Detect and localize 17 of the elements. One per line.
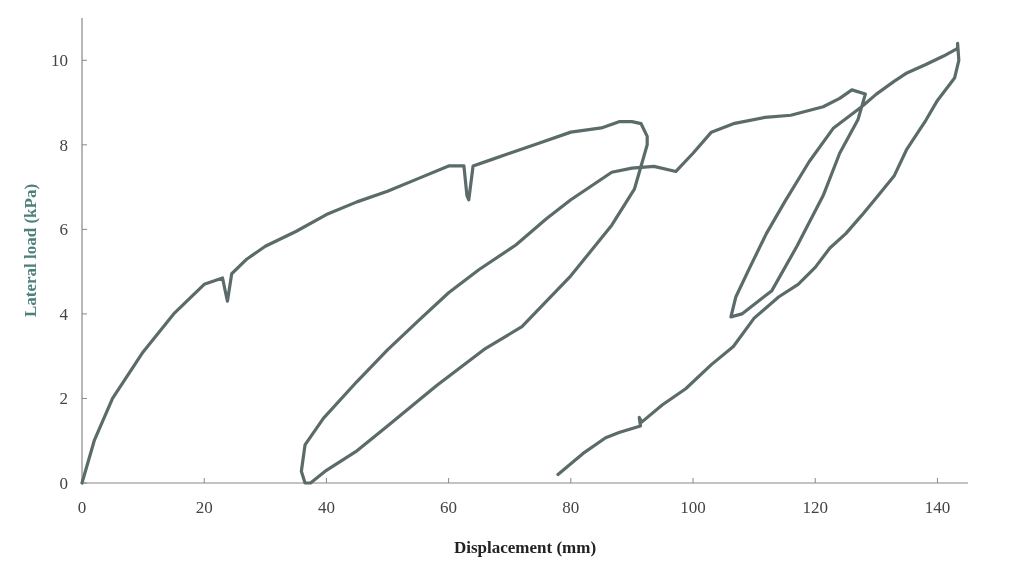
x-tick-label: 20 bbox=[195, 498, 213, 517]
x-tick-label: 80 bbox=[562, 498, 580, 517]
line-series bbox=[80, 41, 961, 485]
y-axis-title: Lateral load (kPa) bbox=[21, 183, 40, 318]
x-tick-label: 120 bbox=[802, 498, 828, 517]
y-tick-label: 0 bbox=[59, 473, 68, 493]
y-tick-label: 2 bbox=[59, 389, 68, 409]
x-tick-label: 0 bbox=[77, 498, 87, 517]
x-tick-label: 60 bbox=[440, 498, 458, 517]
y-tick-label: 10 bbox=[51, 51, 68, 71]
y-tick-label: 6 bbox=[59, 220, 68, 240]
x-axis-title: Displacement (mm) bbox=[453, 538, 597, 557]
y-tick-label: 4 bbox=[59, 304, 69, 324]
x-tick-label: 40 bbox=[317, 498, 335, 517]
x-tick-label: 140 bbox=[924, 498, 951, 517]
x-tick-label: 100 bbox=[680, 498, 706, 517]
y-tick-label: 8 bbox=[59, 135, 68, 155]
